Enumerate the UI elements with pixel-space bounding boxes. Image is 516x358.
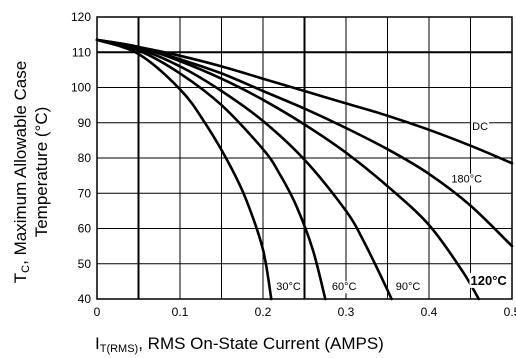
curve-labels: DC 180°C 120°C 90°C 60°C 30°C <box>275 120 509 294</box>
x-tick-label: 0.4 <box>421 305 438 319</box>
x-tick-label: 0 <box>94 305 101 319</box>
y-tick-label: 60 <box>78 222 92 236</box>
series-curve <box>95 38 393 301</box>
y-axis-title-line2: Temperature (°C) <box>32 107 51 238</box>
curve-label: DC <box>472 121 488 133</box>
x-tick-label: 0.5 <box>504 305 516 319</box>
series-curve <box>95 38 273 301</box>
series-curve <box>95 38 481 301</box>
y-axis-title: TC, Maximum Allowable Case <box>11 61 32 283</box>
curve-label-background <box>469 272 509 288</box>
y-tick-label: 110 <box>72 45 91 59</box>
x-tick-label: 0.3 <box>338 305 355 319</box>
x-axis-title: IT(RMS), RMS On-State Current (AMPS) <box>95 334 384 355</box>
curve-label: 90°C <box>396 281 421 293</box>
curve-label: 60°C <box>332 281 357 293</box>
curve-label: 180°C <box>451 174 482 186</box>
y-tick-label: 70 <box>78 186 92 200</box>
curve-label-background <box>450 173 484 186</box>
curve-label-background <box>275 281 302 294</box>
curve-label: 120°C <box>471 273 508 288</box>
series-curve <box>95 38 514 165</box>
y-tick-label: 40 <box>78 292 92 306</box>
y-tick-label: 90 <box>78 116 92 130</box>
y-tick-label: 120 <box>71 10 91 24</box>
series-curves <box>95 38 514 301</box>
y-tick-label: 50 <box>78 257 92 271</box>
y-tick-label: 80 <box>78 151 92 165</box>
x-tick-label: 0.1 <box>172 305 189 319</box>
curve-label-background <box>471 120 490 133</box>
curve-label-background <box>330 281 358 294</box>
x-tick-labels: 0 0.1 0.2 0.3 0.4 0.5 <box>94 305 516 319</box>
y-tick-labels: 40 50 60 70 80 90 100 110 120 <box>71 10 91 306</box>
series-curve <box>95 38 327 301</box>
y-tick-label: 100 <box>71 81 91 95</box>
curve-label: 30°C <box>276 281 301 293</box>
plot-frame <box>96 16 513 300</box>
curve-label-background <box>394 281 422 294</box>
x-tick-label: 0.2 <box>255 305 272 319</box>
